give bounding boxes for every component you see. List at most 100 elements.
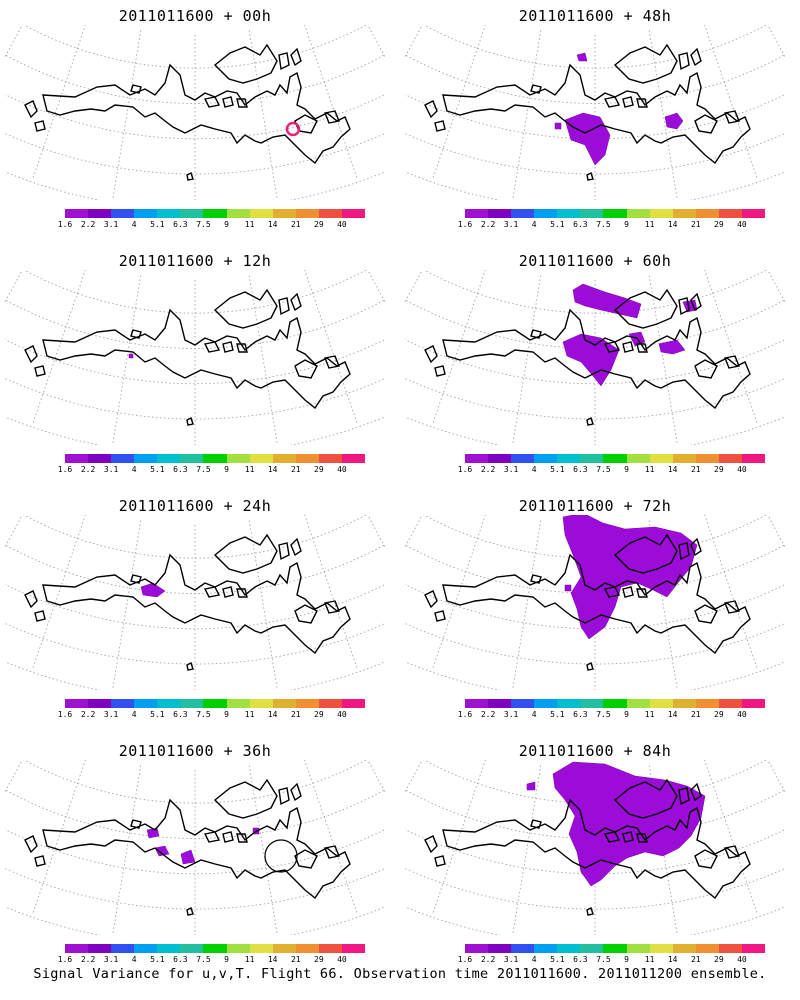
- colorbar-swatch: [203, 699, 227, 708]
- colorbar-swatch: [157, 454, 181, 463]
- colorbar-label: 9: [624, 465, 629, 474]
- colorbar-label: 3.1: [503, 710, 519, 719]
- colorbar-label: 14: [667, 955, 678, 964]
- colorbar-label: 14: [667, 465, 678, 474]
- colorbar-label: 5.1: [150, 955, 165, 964]
- colorbar-label: 1.6: [457, 220, 473, 229]
- polar-map: [405, 760, 785, 935]
- colorbar-label: 2.2: [480, 955, 496, 964]
- polar-map: [5, 515, 385, 690]
- flight-track-circle: [264, 839, 298, 873]
- colorbar-label: 1.6: [457, 955, 473, 964]
- panel-title: 2011011600 + 24h: [118, 497, 272, 515]
- colorbar-label: 2.2: [80, 955, 96, 964]
- colorbar-label: 21: [290, 465, 301, 474]
- panel-title: 2011011600 + 00h: [118, 7, 272, 25]
- colorbar-label: 14: [267, 465, 278, 474]
- colorbar-swatch: [180, 454, 204, 463]
- colorbar-swatch: [65, 944, 89, 953]
- variance-area: [180, 849, 196, 865]
- colorbar-label: 40: [737, 710, 747, 719]
- colorbar-swatch: [111, 454, 135, 463]
- colorbar-label: 21: [690, 465, 701, 474]
- variance-area: [526, 781, 536, 791]
- colorbar-swatch: [741, 699, 766, 708]
- colorbar-label: 2.2: [80, 710, 96, 719]
- colorbar-label: 7.5: [196, 955, 211, 964]
- polar-map: [5, 25, 385, 200]
- colorbar-swatch: [603, 209, 627, 218]
- lat-lon-grid: [5, 270, 385, 445]
- colorbar-label: 5.1: [550, 465, 565, 474]
- colorbar-label: 4: [531, 955, 537, 964]
- colorbar-label: 11: [644, 465, 655, 474]
- colorbar-label: 2.2: [80, 465, 96, 474]
- panel-title: 2011011600 + 84h: [518, 742, 672, 760]
- colorbar-swatch: [465, 699, 489, 708]
- colorbar-label: 3.1: [103, 710, 119, 719]
- colorbar-label: 5.1: [550, 710, 565, 719]
- colorbar-swatch: [318, 699, 342, 708]
- colorbar-label: 7.5: [596, 220, 611, 229]
- colorbar-label: 14: [667, 220, 678, 229]
- colorbar: 1.6 2.2 3.1 4 5.1 6.3 7.5 9 11 14 21 29 40: [458, 209, 766, 239]
- colorbar-swatch: [134, 699, 158, 708]
- colorbar-swatch: [672, 699, 696, 708]
- colorbar-swatch: [511, 944, 535, 953]
- colorbar-label: 7.5: [196, 710, 211, 719]
- colorbar-swatch: [672, 944, 696, 953]
- colorbar-label: 14: [267, 710, 278, 719]
- colorbar-swatch: [341, 699, 366, 708]
- colorbar-swatch: [488, 944, 512, 953]
- colorbar-label: 11: [644, 955, 655, 964]
- colorbar-swatch: [580, 699, 604, 708]
- colorbar-label: 6.3: [573, 710, 588, 719]
- variance-contour: [285, 121, 301, 137]
- colorbar-label: 4: [531, 220, 537, 229]
- colorbar-swatch: [718, 944, 742, 953]
- colorbar-swatch: [65, 209, 89, 218]
- colorbar-label: 7.5: [596, 465, 611, 474]
- colorbar-swatch: [626, 209, 650, 218]
- colorbar-label: 7.5: [596, 955, 611, 964]
- colorbar-label: 40: [337, 710, 347, 719]
- colorbar-label: 7.5: [196, 465, 211, 474]
- colorbar-swatch: [465, 944, 489, 953]
- colorbar-swatch: [203, 209, 227, 218]
- colorbar-label: 6.3: [573, 465, 588, 474]
- colorbar-swatch: [272, 944, 296, 953]
- variance-area: [554, 122, 562, 130]
- colorbar-label: 1.6: [57, 710, 73, 719]
- colorbar-swatch: [157, 209, 181, 218]
- colorbar-label: 3.1: [503, 220, 519, 229]
- polar-map: [5, 270, 385, 445]
- colorbar-label: 5.1: [550, 220, 565, 229]
- colorbar-swatch: [649, 454, 673, 463]
- colorbar-swatch: [557, 209, 581, 218]
- colorbar-label: 29: [314, 465, 324, 474]
- colorbar-label: 1.6: [57, 220, 73, 229]
- colorbar-label: 6.3: [173, 465, 188, 474]
- colorbar-label: 4: [531, 465, 537, 474]
- colorbar-label: 9: [224, 955, 229, 964]
- colorbar-swatch: [272, 454, 296, 463]
- polar-map: [405, 515, 785, 690]
- colorbar-swatch: [249, 454, 273, 463]
- colorbar-swatch: [295, 454, 319, 463]
- colorbar-swatch: [157, 944, 181, 953]
- colorbar-swatch: [272, 209, 296, 218]
- variance-area: [154, 845, 170, 857]
- colorbar-label: 21: [290, 220, 301, 229]
- colorbar-label: 9: [624, 955, 629, 964]
- colorbar-label: 3.1: [503, 955, 519, 964]
- colorbar-swatch: [603, 699, 627, 708]
- colorbar-label: 2.2: [480, 710, 496, 719]
- colorbar-label: 3.1: [503, 465, 519, 474]
- colorbar-label: 9: [224, 465, 229, 474]
- coastline: [24, 533, 351, 671]
- map-panel-24h: 2011011600 + 24h 1.6 2.2 3.1 4 5.1 6.3 7.5 9 11 14…: [5, 495, 385, 735]
- colorbar-label: 1.6: [57, 955, 73, 964]
- colorbar-swatch: [672, 209, 696, 218]
- colorbar-swatch: [626, 699, 650, 708]
- colorbar-swatch: [718, 454, 742, 463]
